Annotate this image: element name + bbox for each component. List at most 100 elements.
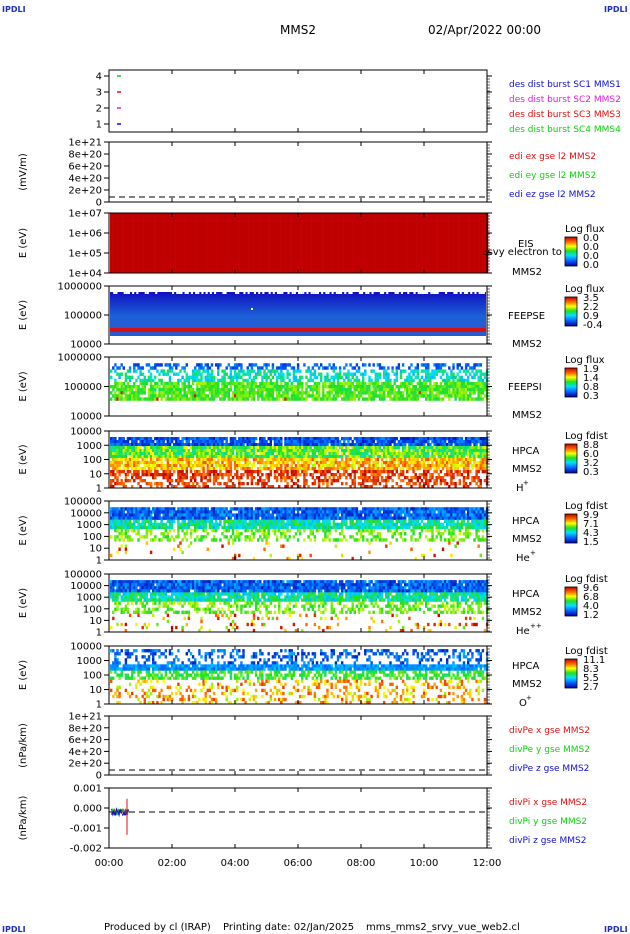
spectrogram-cell xyxy=(286,373,288,376)
spectrogram-cell xyxy=(268,255,270,258)
spectrogram-cell xyxy=(238,376,240,379)
spectrogram-cell xyxy=(213,237,215,240)
spectrogram-cell xyxy=(480,261,482,264)
spectrogram-cell xyxy=(370,222,372,225)
spectrogram-cell xyxy=(482,228,484,231)
spectrogram-cell xyxy=(236,249,238,252)
spectrogram-cell xyxy=(465,267,467,270)
spectrogram-cell xyxy=(377,219,379,222)
spectrogram-gap xyxy=(195,292,197,294)
spectrogram-gap xyxy=(365,292,367,294)
spectrogram-cell xyxy=(438,258,440,261)
spectrogram-gap xyxy=(395,292,397,294)
spectrogram-cell xyxy=(152,379,154,382)
spectrogram-cell xyxy=(305,237,307,240)
spectrogram-cell xyxy=(452,234,454,237)
spectrogram-cell xyxy=(301,216,303,219)
spectrogram-cell xyxy=(450,225,452,228)
spectrogram-cell xyxy=(364,363,366,366)
spectrogram-cell xyxy=(196,243,198,246)
spectrogram-cell xyxy=(171,219,173,222)
spectrogram-cell xyxy=(478,225,480,228)
spectrogram-cell xyxy=(459,382,461,385)
spectrogram-cell xyxy=(431,249,433,252)
spectrogram-cell xyxy=(139,366,141,369)
spectrogram-cell xyxy=(251,267,253,270)
spectrogram-cell xyxy=(114,243,116,246)
spectrogram-cell xyxy=(259,385,261,388)
spectrogram-cell xyxy=(360,382,362,385)
spectrogram-cell xyxy=(213,258,215,261)
spectrogram-cell xyxy=(444,258,446,261)
spectrogram-cell xyxy=(242,243,244,246)
spectrogram-cell xyxy=(118,267,120,270)
spectrogram-cell xyxy=(373,382,375,385)
spectrogram-cell xyxy=(169,252,171,255)
spectrogram-cell xyxy=(442,243,444,246)
spectrogram-cell xyxy=(184,366,186,369)
spectrogram-cell xyxy=(415,264,417,267)
spectrogram-cell xyxy=(251,228,253,231)
spectrogram-cell xyxy=(232,382,234,385)
spectrogram-cell xyxy=(307,366,309,369)
legend-entry: des dist burst SC2 MMS2 xyxy=(509,95,621,105)
spectrogram-cell xyxy=(425,249,427,252)
spectrogram-cell xyxy=(320,240,322,243)
spectrogram-cell xyxy=(186,228,188,231)
spectrogram-cell xyxy=(179,234,181,237)
spectrogram-cell xyxy=(457,240,459,243)
spectrogram-cell xyxy=(253,261,255,264)
spectrogram-cell xyxy=(352,366,354,369)
spectrogram-cell xyxy=(110,267,112,270)
spectrogram-gap xyxy=(313,292,315,294)
spectrogram-cell xyxy=(343,231,345,234)
spectrogram-cell xyxy=(249,234,251,237)
spectrogram-gap xyxy=(258,292,260,294)
spectrogram-cell xyxy=(123,234,125,237)
spectrogram-cell xyxy=(375,219,377,222)
spectrogram-cell xyxy=(471,237,473,240)
spectrogram-cell xyxy=(251,246,253,249)
spectrogram-cell xyxy=(270,228,272,231)
spectrogram-cell xyxy=(186,258,188,261)
spectrogram-cell xyxy=(110,219,112,222)
spectrogram-cell xyxy=(295,258,297,261)
spectrogram-cell xyxy=(408,228,410,231)
spectrogram-cell xyxy=(324,366,326,369)
spectrogram-cell xyxy=(396,231,398,234)
spectrogram-cell xyxy=(398,252,400,255)
spectrogram-cell xyxy=(131,388,133,391)
spectrogram-cell xyxy=(160,261,162,264)
spectrogram-cell xyxy=(232,243,234,246)
spectrogram-cell xyxy=(137,363,139,366)
spectrogram-gap xyxy=(132,292,134,294)
spectrogram-cell xyxy=(146,382,148,385)
spectrogram-cell xyxy=(331,240,333,243)
spectrogram-cell xyxy=(341,258,343,261)
spectrogram-cell xyxy=(398,366,400,369)
spectrogram-cell xyxy=(251,369,253,372)
spectrogram-gap xyxy=(277,292,279,294)
spectrogram-cell xyxy=(402,369,404,372)
spectrogram-cell xyxy=(415,222,417,225)
spectrogram-cell xyxy=(454,240,456,243)
spectrogram-cell xyxy=(482,225,484,228)
spectrogram-cell xyxy=(475,234,477,237)
spectrogram-cell xyxy=(247,240,249,243)
spectrogram-cell xyxy=(347,219,349,222)
spectrogram-cell xyxy=(345,258,347,261)
spectrogram-cell xyxy=(137,240,139,243)
spectrogram-cell xyxy=(320,376,322,379)
spectrogram-cell xyxy=(450,369,452,372)
spectrogram-cell xyxy=(417,369,419,372)
spectrogram-cell xyxy=(429,243,431,246)
spectrogram-cell xyxy=(480,385,482,388)
spectrogram-gap xyxy=(437,292,439,294)
spectrogram-cell xyxy=(226,252,228,255)
spectrogram-cell xyxy=(221,385,223,388)
spectrogram-cell xyxy=(289,216,291,219)
spectrogram-cell xyxy=(156,255,158,258)
spectrogram-cell xyxy=(121,373,123,376)
spectrogram-cell xyxy=(133,264,135,267)
spectrogram-cell xyxy=(450,261,452,264)
